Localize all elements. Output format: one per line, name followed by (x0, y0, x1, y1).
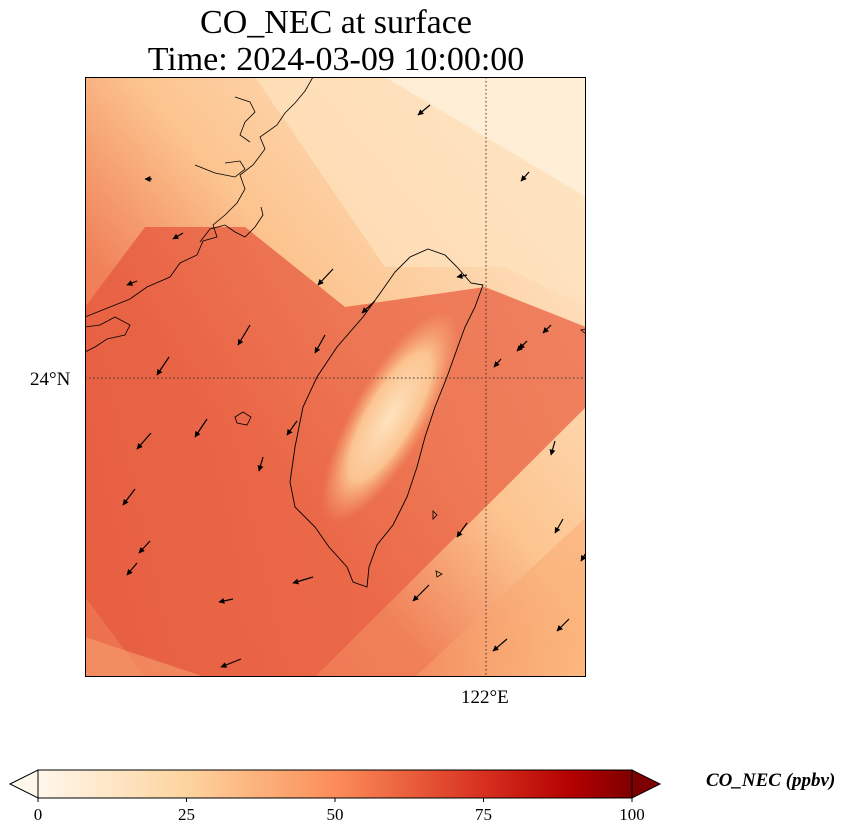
map-panel (85, 77, 586, 677)
colorbar-tick-label: 75 (475, 805, 492, 824)
wind-vectors (122, 104, 586, 668)
colorbar-gradient (8, 769, 662, 802)
mainland-coastline (85, 77, 314, 318)
colorbar-tick-label: 100 (619, 805, 645, 824)
colorbar-tick-label: 25 (178, 805, 195, 824)
colorbar (8, 768, 663, 802)
concentration-map (85, 77, 586, 677)
colorbar-tick-label: 50 (326, 805, 344, 824)
map-title: CO_NEC at surface (200, 4, 472, 41)
colorbar-tick-label: 0 (33, 805, 43, 824)
colorbar-extend-min (8, 769, 39, 799)
taiwan-coastline (289, 248, 484, 588)
colorbar-label: CO_NEC (ppbv) (706, 770, 836, 791)
longitude-tick-label: 122°E (461, 687, 509, 708)
latitude-tick-label: 24°N (30, 369, 71, 390)
island-low-plume (321, 311, 459, 523)
colorbar-extend-max (631, 769, 662, 799)
map-subtitle-time: Time: 2024-03-09 10:00:00 (147, 41, 525, 78)
southeast-moderate-area (415, 517, 586, 677)
